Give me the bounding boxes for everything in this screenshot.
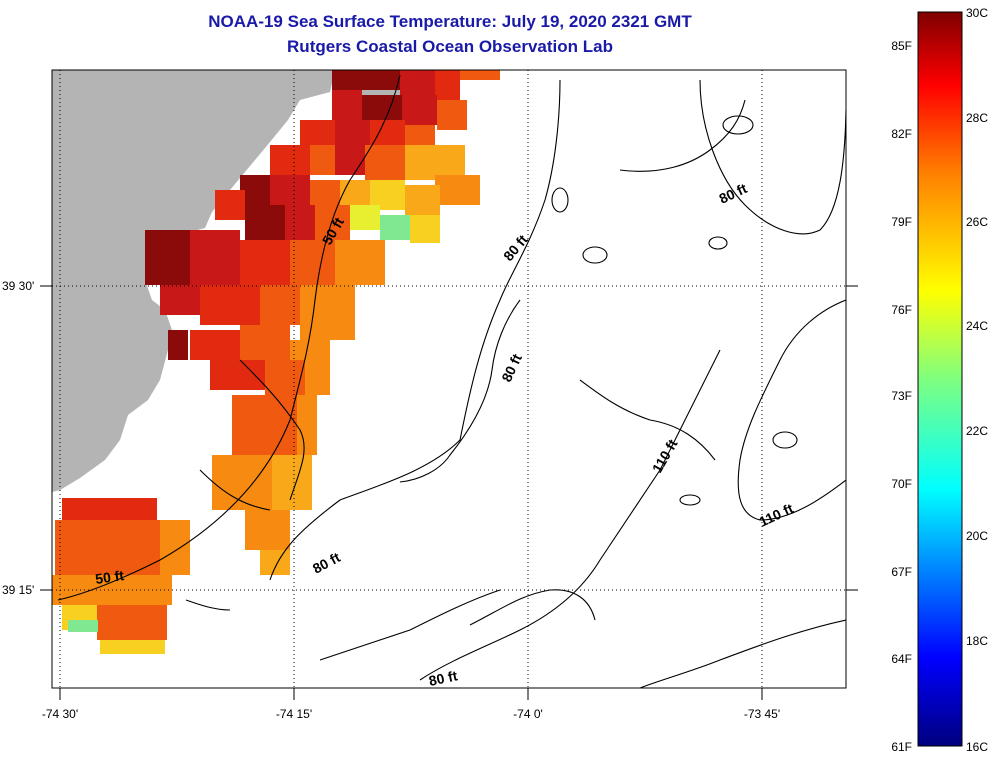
colorbar-fahrenheit-label: 64F xyxy=(891,652,912,666)
colorbar-fahrenheit-label: 82F xyxy=(891,127,912,141)
colorbar-celsius-label: 24C xyxy=(966,319,988,333)
sst-pixel xyxy=(190,230,240,285)
sst-pixel xyxy=(210,360,265,390)
sst-pixel xyxy=(305,370,330,395)
sst-pixel xyxy=(402,95,437,125)
sst-pixel xyxy=(405,145,465,180)
sst-pixel xyxy=(410,215,440,243)
colorbar-fahrenheit-label: 67F xyxy=(891,565,912,579)
sst-pixel xyxy=(290,240,335,285)
sst-pixel xyxy=(400,70,435,95)
sst-pixel xyxy=(232,395,297,455)
sst-pixel xyxy=(215,190,245,220)
sst-pixel xyxy=(62,498,157,523)
sst-pixel xyxy=(240,325,290,360)
sst-pixel xyxy=(310,145,335,175)
colorbar-fahrenheit-labels: 85F 82F 79F 76F 73F 70F 67F 64F 61F xyxy=(891,39,912,754)
sst-pixel xyxy=(200,285,260,325)
sst-pixel xyxy=(245,205,285,240)
map-frame xyxy=(51,69,847,689)
sst-pixel xyxy=(190,330,240,360)
sst-pixel xyxy=(297,395,317,455)
sst-pixel xyxy=(332,70,400,90)
sst-pixel xyxy=(380,215,410,240)
sst-pixel xyxy=(55,520,160,575)
colorbar-celsius-label: 28C xyxy=(966,111,988,125)
sst-pixel xyxy=(145,230,190,285)
lat-tick-label: 39 30' xyxy=(2,279,34,293)
lon-tick-label: -74 15' xyxy=(276,707,312,721)
contour-label: 80 ft xyxy=(427,667,459,689)
tick-marks xyxy=(40,285,858,700)
lon-tick-label: -74 0' xyxy=(513,707,543,721)
colorbar-celsius-label: 26C xyxy=(966,215,988,229)
colorbar-celsius-label: 20C xyxy=(966,529,988,543)
sst-pixel xyxy=(285,205,315,240)
sst-pixel xyxy=(332,90,362,120)
colorbar-fahrenheit-label: 85F xyxy=(891,39,912,53)
sst-pixel xyxy=(270,175,310,205)
sst-pixel xyxy=(335,240,385,285)
sst-pixel xyxy=(435,70,460,100)
sst-pixel xyxy=(160,285,200,315)
sst-pixel xyxy=(160,520,190,575)
sst-pixel xyxy=(460,70,500,80)
sst-pixel xyxy=(245,510,290,550)
colorbar-fahrenheit-label: 79F xyxy=(891,215,912,229)
temperature-colorbar xyxy=(917,11,963,747)
sst-pixel xyxy=(315,205,350,240)
sst-pixel xyxy=(405,185,440,215)
sst-pixel xyxy=(335,145,365,175)
sst-pixel xyxy=(240,240,290,285)
sst-pixel xyxy=(272,455,312,510)
sst-pixel xyxy=(97,605,167,640)
lon-tick-label: -73 45' xyxy=(744,707,780,721)
map-subtitle: Rutgers Coastal Ocean Observation Lab xyxy=(287,37,613,56)
colorbar-celsius-label: 16C xyxy=(966,740,988,754)
graticule xyxy=(52,70,846,688)
colorbar-celsius-label: 30C xyxy=(966,6,988,20)
land-coastline xyxy=(52,70,335,492)
bathymetry-contours xyxy=(57,74,846,688)
sst-pixel xyxy=(68,620,98,632)
colorbar-celsius-labels: 30C 28C 26C 24C 22C 20C 18C 16C xyxy=(966,6,988,754)
sst-pixel xyxy=(370,120,405,145)
sst-pixel xyxy=(350,205,380,230)
sst-pixel xyxy=(270,145,310,175)
map-title: NOAA-19 Sea Surface Temperature: July 19… xyxy=(208,12,692,31)
sst-pixel xyxy=(300,285,355,340)
sst-pixel xyxy=(265,360,305,395)
colorbar-fahrenheit-label: 73F xyxy=(891,389,912,403)
colorbar-fahrenheit-label: 61F xyxy=(891,740,912,754)
sst-pixel xyxy=(300,120,335,145)
sst-pixel xyxy=(365,145,405,180)
sst-pixel xyxy=(435,175,480,205)
sst-pixels xyxy=(52,70,500,654)
sst-pixel xyxy=(335,120,370,145)
sst-pixel xyxy=(260,550,290,575)
colorbar-fahrenheit-label: 76F xyxy=(891,303,912,317)
sst-pixel xyxy=(168,330,188,360)
sst-pixel xyxy=(100,640,165,654)
colorbar-celsius-label: 18C xyxy=(966,634,988,648)
sst-pixel xyxy=(260,285,300,325)
lon-tick-label: -74 30' xyxy=(42,707,78,721)
contour-label: 50 ft xyxy=(94,567,125,587)
colorbar-celsius-label: 22C xyxy=(966,424,988,438)
colorbar-fahrenheit-label: 70F xyxy=(891,477,912,491)
sst-pixel xyxy=(437,100,467,130)
lat-tick-label: 39 15' xyxy=(2,583,34,597)
